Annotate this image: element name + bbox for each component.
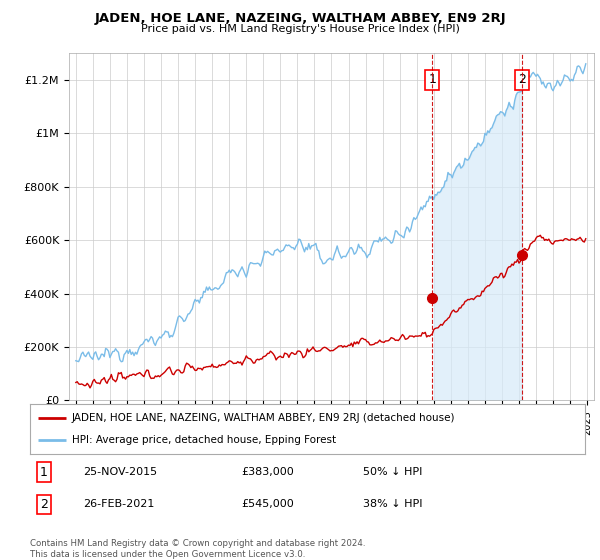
Text: 1: 1 <box>428 73 436 86</box>
Text: 2: 2 <box>518 73 526 86</box>
Text: Contains HM Land Registry data © Crown copyright and database right 2024.
This d: Contains HM Land Registry data © Crown c… <box>30 539 365 559</box>
Text: Price paid vs. HM Land Registry's House Price Index (HPI): Price paid vs. HM Land Registry's House … <box>140 24 460 34</box>
Text: 2: 2 <box>40 498 48 511</box>
Text: JADEN, HOE LANE, NAZEING, WALTHAM ABBEY, EN9 2RJ: JADEN, HOE LANE, NAZEING, WALTHAM ABBEY,… <box>94 12 506 25</box>
Text: 38% ↓ HPI: 38% ↓ HPI <box>363 500 422 509</box>
Text: 50% ↓ HPI: 50% ↓ HPI <box>363 467 422 477</box>
Text: £545,000: £545,000 <box>241 500 293 509</box>
Text: £383,000: £383,000 <box>241 467 293 477</box>
Text: 25-NOV-2015: 25-NOV-2015 <box>83 467 157 477</box>
Text: 1: 1 <box>40 465 48 479</box>
Text: 26-FEB-2021: 26-FEB-2021 <box>83 500 154 509</box>
Text: HPI: Average price, detached house, Epping Forest: HPI: Average price, detached house, Eppi… <box>71 435 336 445</box>
Text: JADEN, HOE LANE, NAZEING, WALTHAM ABBEY, EN9 2RJ (detached house): JADEN, HOE LANE, NAZEING, WALTHAM ABBEY,… <box>71 413 455 423</box>
